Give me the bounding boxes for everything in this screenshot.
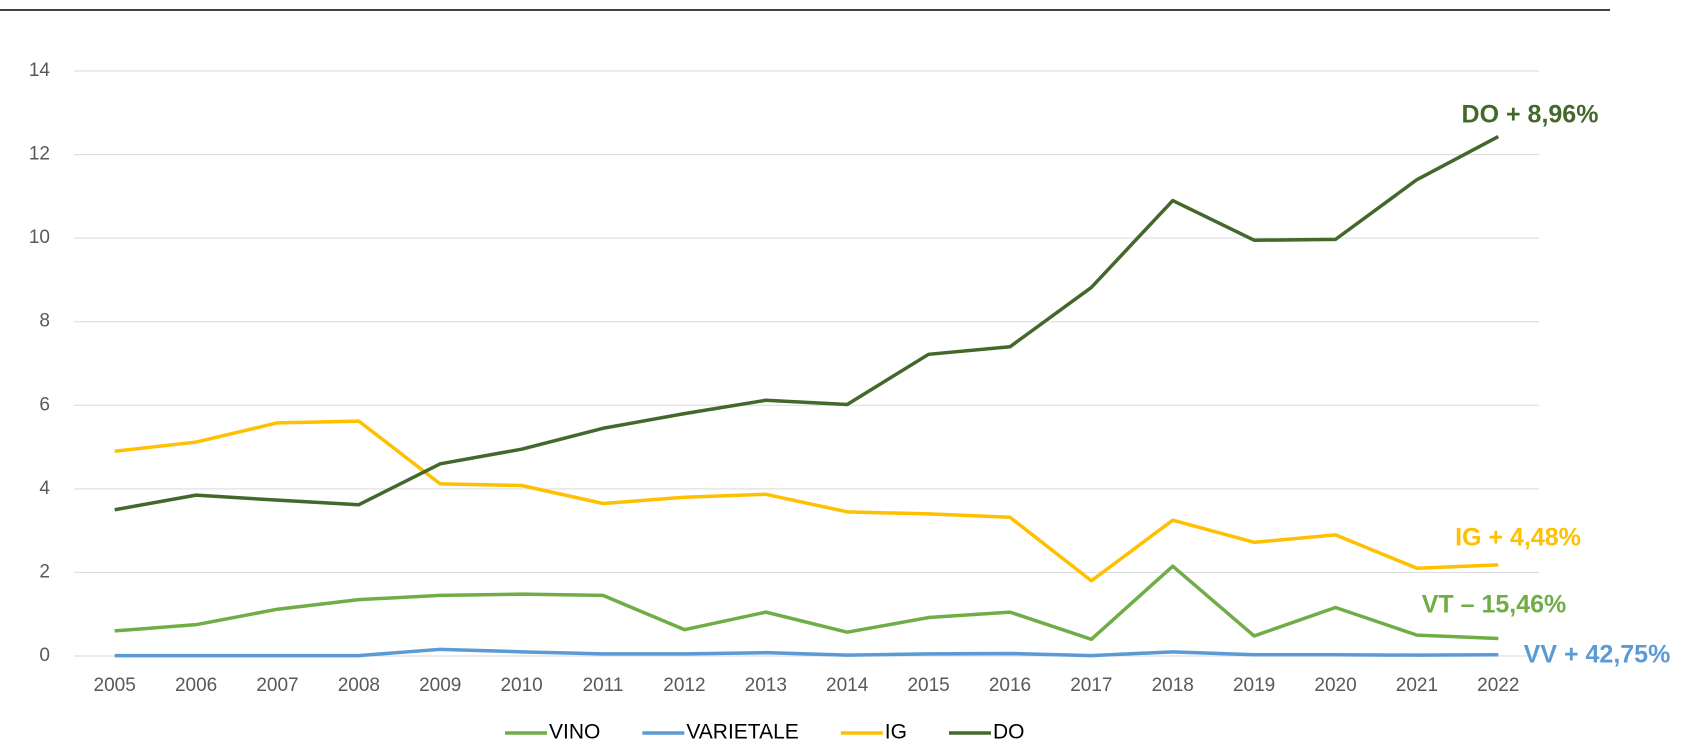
y-tick-label: 14 [29,60,51,81]
annotation: VT – 15,46% [1422,591,1567,619]
y-tick-label: 12 [29,144,50,165]
x-tick-label: 2009 [419,675,461,696]
legend-label: VARIETALE [686,721,798,744]
line-series [114,135,1500,512]
y-tick-label: 4 [39,478,50,499]
legend-label: VINO [549,721,600,744]
x-tick-label: 2012 [663,675,705,696]
x-tick-label: 2016 [989,675,1031,696]
y-tick-label: 8 [39,311,50,332]
x-tick-label: 2008 [338,675,380,696]
y-tick-label: 6 [39,394,50,415]
x-tick-label: 2011 [583,675,624,696]
line-series [114,647,1499,658]
y-tick-label: 0 [39,645,50,666]
x-tick-label: 2022 [1477,675,1519,696]
x-tick-label: 2020 [1314,675,1356,696]
annotation: DO + 8,96% [1462,101,1599,129]
x-tick-label: 2006 [175,675,217,696]
line-series [114,419,1499,583]
legend-label: DO [993,721,1025,744]
x-tick-label: 2015 [907,675,949,696]
x-tick-label: 2013 [745,675,787,696]
x-tick-label: 2018 [1152,675,1194,696]
x-tick-label: 2019 [1233,675,1275,696]
x-tick-label: 2007 [256,675,298,696]
annotation: VV + 42,75% [1524,641,1671,669]
x-tick-label: 2017 [1070,675,1112,696]
legend-label: IG [885,721,907,744]
x-tick-label: 2021 [1396,675,1438,696]
x-tick-label: 2005 [94,675,136,696]
x-tick-label: 2014 [826,675,869,696]
annotation: IG + 4,48% [1455,524,1581,552]
y-tick-label: 10 [29,227,50,248]
y-tick-label: 2 [39,561,50,582]
x-tick-label: 2010 [500,675,542,696]
line-series [114,564,1499,642]
